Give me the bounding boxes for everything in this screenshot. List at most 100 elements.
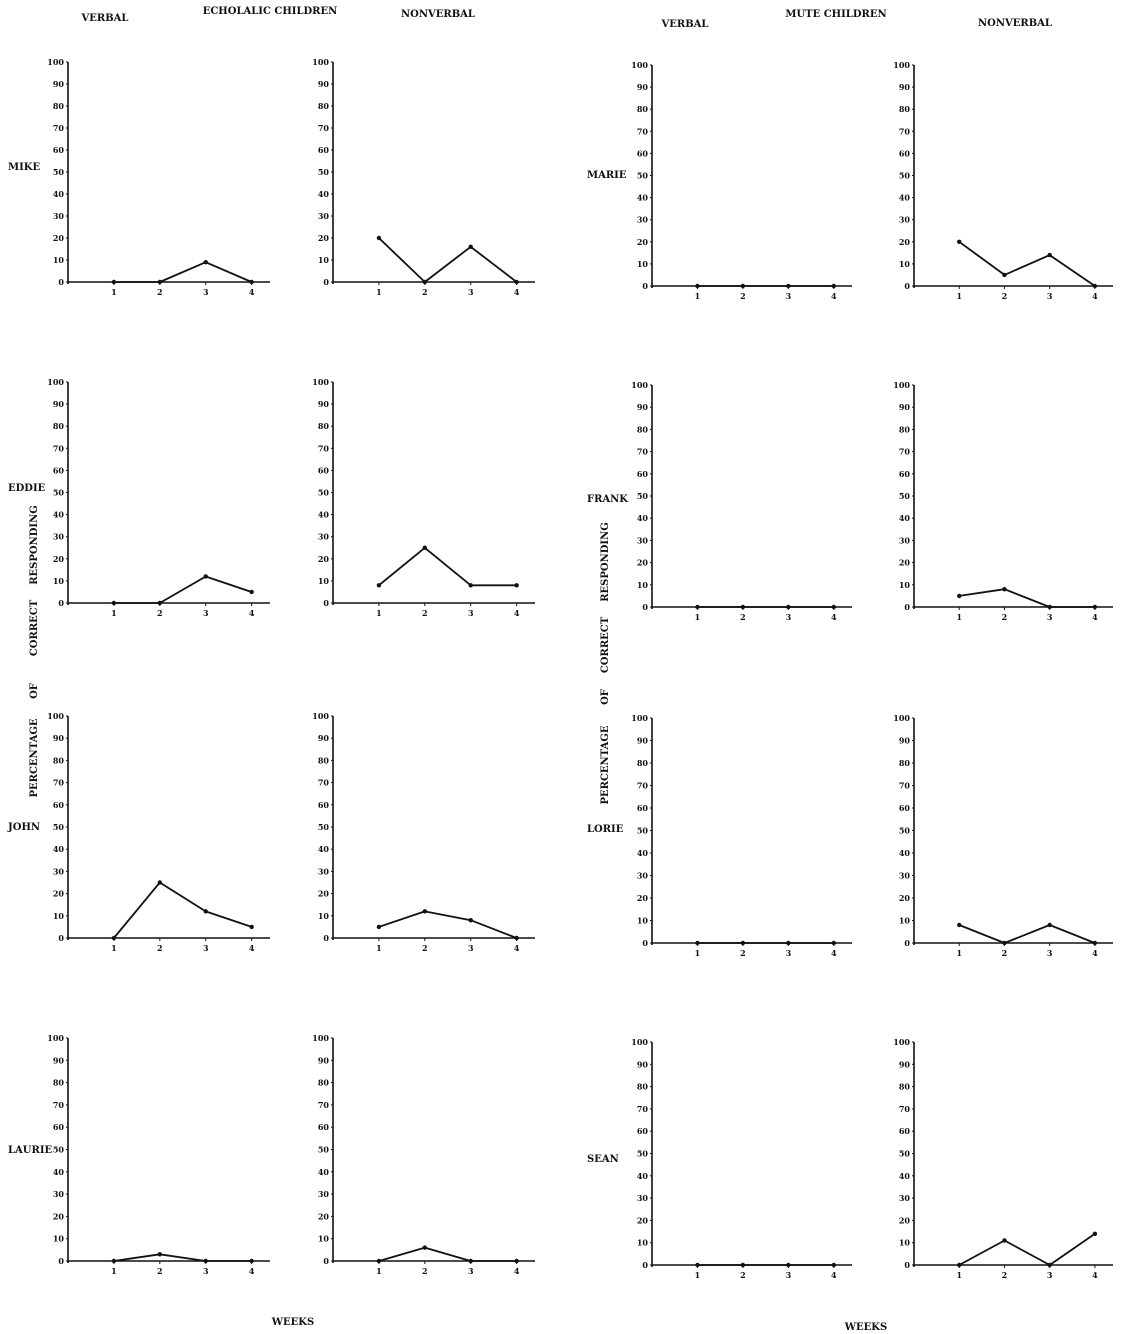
x-tick-label: 2 xyxy=(1002,612,1008,622)
y-tick-label: 70 xyxy=(899,126,911,136)
data-point xyxy=(514,583,519,588)
x-tick-label: 3 xyxy=(203,1266,209,1276)
y-tick-label: 90 xyxy=(318,79,330,89)
y-tick-label: 0 xyxy=(58,598,64,608)
data-point xyxy=(1092,940,1098,946)
y-tick-label: 0 xyxy=(58,933,64,943)
y-tick-label: 50 xyxy=(899,826,911,836)
y-tick-label: 10 xyxy=(318,1234,330,1244)
y-tick-label: 90 xyxy=(637,82,649,92)
x-tick-label: 2 xyxy=(1002,291,1008,301)
x-tick-label: 1 xyxy=(695,612,701,622)
y-tick-label: 0 xyxy=(904,1260,910,1270)
echolalic-ytitle-word-4: RESPONDING xyxy=(29,505,40,585)
y-tick-label: 40 xyxy=(899,513,911,523)
y-tick-label: 90 xyxy=(318,733,330,743)
x-tick-label: 3 xyxy=(786,1270,792,1280)
x-tick-label: 1 xyxy=(111,943,117,953)
data-point xyxy=(157,880,163,885)
y-tick-label: 80 xyxy=(899,758,911,768)
data-point xyxy=(468,1258,473,1264)
y-tick-label: 80 xyxy=(637,758,649,768)
y-tick-label: 50 xyxy=(637,1149,649,1159)
x-tick-label: 1 xyxy=(111,1266,117,1276)
y-tick-label: 10 xyxy=(637,1238,649,1248)
mute-ytitle-word-1: PERCENTAGE xyxy=(600,725,611,804)
y-tick-label: 10 xyxy=(899,580,911,590)
x-tick-label: 4 xyxy=(514,1266,520,1276)
mute-ytitle-word-4: RESPONDING xyxy=(600,522,611,602)
series-line xyxy=(113,1253,252,1262)
y-tick-label: 100 xyxy=(893,380,910,390)
panel-mike-nonverbal: 0 10 20 30 40 50 60 70 80 90 100 1 2 3 4 xyxy=(312,57,535,297)
y-tick-label: 90 xyxy=(53,733,65,743)
data-point xyxy=(957,239,962,244)
y-tick-label: 60 xyxy=(637,1126,649,1136)
y-tick-label: 0 xyxy=(58,277,64,287)
y-tick-label: 30 xyxy=(53,1189,65,1199)
y-tick-label: 90 xyxy=(53,399,65,409)
data-point xyxy=(1092,283,1098,289)
y-tick-label: 20 xyxy=(53,233,65,243)
y-tick-label: 0 xyxy=(904,602,910,612)
data-point xyxy=(203,1258,208,1264)
y-tick-label: 30 xyxy=(899,1193,911,1203)
x-tick-label: 3 xyxy=(203,287,209,297)
y-tick-label: 0 xyxy=(323,933,329,943)
y-tick-label: 100 xyxy=(631,380,648,390)
y-tick-label: 0 xyxy=(58,1256,64,1266)
mute-col-nonverbal: NONVERBAL xyxy=(978,18,1052,29)
x-tick-label: 3 xyxy=(786,948,792,958)
y-tick-label: 0 xyxy=(642,1260,648,1270)
y-tick-label: 80 xyxy=(899,104,911,114)
x-tick-label: 4 xyxy=(1092,948,1098,958)
data-point xyxy=(1002,940,1007,946)
y-tick-label: 50 xyxy=(899,1149,911,1159)
y-tick-label: 40 xyxy=(637,848,649,858)
panel-laurie-verbal: 0 10 20 30 40 50 60 70 80 90 100 1 2 3 4 xyxy=(47,1033,270,1276)
y-tick-label: 90 xyxy=(899,82,911,92)
y-tick-label: 50 xyxy=(318,488,330,498)
y-tick-label: 20 xyxy=(637,558,649,568)
data-point xyxy=(695,604,700,610)
x-tick-label: 3 xyxy=(203,608,209,618)
panel-john-verbal: 0 10 20 30 40 50 60 70 80 90 100 1 2 3 4 xyxy=(47,711,270,953)
y-tick-label: 60 xyxy=(53,145,65,155)
data-point xyxy=(786,940,791,946)
y-tick-label: 80 xyxy=(899,424,911,434)
x-tick-label: 3 xyxy=(786,612,792,622)
data-point xyxy=(111,1258,117,1264)
y-tick-label: 70 xyxy=(53,1100,65,1110)
series-line xyxy=(958,924,1096,944)
data-point xyxy=(831,940,837,946)
y-tick-label: 60 xyxy=(53,465,65,475)
mute-col-verbal: VERBAL xyxy=(661,19,709,30)
y-tick-label: 100 xyxy=(47,711,64,721)
y-tick-label: 60 xyxy=(318,800,330,810)
y-tick-label: 0 xyxy=(323,1256,329,1266)
x-tick-label: 1 xyxy=(111,608,117,618)
x-tick-label: 1 xyxy=(956,612,962,622)
y-tick-label: 20 xyxy=(53,889,65,899)
data-point xyxy=(376,1258,382,1264)
y-tick-label: 100 xyxy=(893,1037,910,1047)
y-tick-label: 20 xyxy=(637,893,649,903)
data-point xyxy=(740,1262,746,1268)
y-tick-label: 80 xyxy=(637,1082,649,1092)
y-tick-label: 40 xyxy=(637,1171,649,1181)
y-tick-label: 70 xyxy=(53,443,65,453)
y-tick-label: 90 xyxy=(53,79,65,89)
y-tick-label: 70 xyxy=(53,778,65,788)
y-tick-label: 100 xyxy=(312,57,329,67)
data-point xyxy=(1047,252,1052,258)
data-point xyxy=(157,1252,163,1257)
panel-john-nonverbal: 0 10 20 30 40 50 60 70 80 90 100 1 2 3 4 xyxy=(312,711,535,953)
x-tick-label: 4 xyxy=(1092,1270,1098,1280)
x-tick-label: 2 xyxy=(157,608,163,618)
y-tick-label: 70 xyxy=(318,443,330,453)
data-point xyxy=(422,909,428,914)
y-tick-label: 40 xyxy=(53,510,65,520)
series-line xyxy=(113,881,252,939)
